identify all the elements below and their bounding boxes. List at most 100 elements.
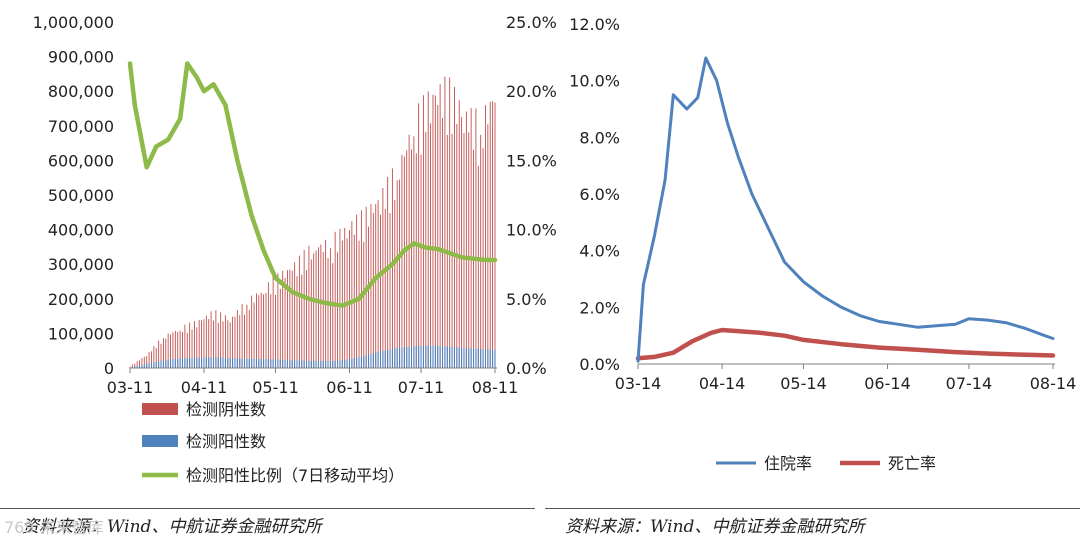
positive-bar (375, 352, 377, 368)
negative-bar (162, 338, 164, 368)
negative-bar (356, 214, 358, 368)
negative-bar (465, 111, 467, 368)
positive-bar (453, 347, 455, 368)
negative-bar (198, 320, 200, 368)
right-y-tick-label: 10.0% (506, 221, 557, 240)
positive-bar (410, 346, 413, 368)
positive-bar (372, 353, 374, 368)
positive-bar (310, 360, 312, 368)
right-y-tick-label: 15.0% (506, 151, 557, 170)
negative-bar (406, 150, 408, 368)
positive-bar (272, 359, 274, 368)
positive-bar (274, 359, 277, 368)
negative-bar (275, 294, 276, 368)
legend-swatch-positive (142, 435, 178, 447)
positive-bar (201, 357, 203, 368)
negative-bar (139, 360, 140, 368)
legend-label-negative: 检测阴性数 (186, 400, 266, 419)
negative-bar (222, 321, 224, 368)
positive-bar (339, 360, 341, 368)
negative-bar (141, 358, 143, 368)
x-tick-label: 03-14 (615, 374, 662, 393)
positive-bar (294, 360, 296, 368)
negative-bar (387, 176, 389, 368)
positive-bar (451, 346, 453, 368)
negative-bar (303, 249, 305, 368)
positive-bar (174, 358, 176, 368)
negative-bar (427, 91, 429, 368)
negative-bar (224, 315, 226, 368)
positive-bar (236, 358, 238, 368)
negative-bar (451, 133, 453, 368)
x-tick-label: 05-11 (252, 378, 299, 397)
legend-label-hospitalization: 住院率 (764, 454, 812, 473)
left-y-tick-label: 400,000 (48, 221, 114, 240)
legend-label-death: 死亡率 (888, 454, 936, 473)
positive-bar (394, 348, 396, 368)
positive-bar (422, 345, 424, 368)
negative-bar (375, 204, 377, 368)
positive-bar (253, 358, 255, 368)
legend-swatch-negative (142, 403, 178, 415)
positive-bar (208, 357, 210, 368)
negative-bar (160, 343, 162, 368)
negative-bar (284, 277, 286, 368)
negative-bar (136, 361, 138, 368)
negative-bar (165, 338, 167, 368)
negative-bar (320, 244, 322, 368)
positive-bar (327, 361, 329, 368)
positive-bar (215, 357, 217, 368)
positive-bar (399, 347, 401, 368)
negative-bar (186, 332, 188, 368)
negative-bar (485, 105, 486, 369)
negative-bar (174, 330, 176, 368)
positive-bar (267, 359, 269, 368)
x-tick-label: 04-14 (699, 374, 746, 393)
negative-bar (401, 154, 403, 368)
negative-bar (456, 124, 458, 368)
positive-bar (246, 358, 248, 368)
positive-bar (189, 357, 191, 368)
positive-bar (446, 346, 448, 368)
positive-bar (222, 357, 224, 368)
left-y-tick-label: 800,000 (48, 82, 114, 101)
positive-bar (301, 360, 303, 368)
positive-bar (210, 357, 212, 368)
positive-bar (348, 359, 351, 368)
negative-bar (322, 252, 324, 368)
negative-bar (227, 320, 229, 368)
negative-bar (177, 331, 179, 368)
positive-bar (334, 360, 336, 368)
positive-bar (384, 350, 386, 368)
x-tick-label: 08-14 (1030, 374, 1077, 393)
positive-bar (356, 357, 358, 368)
positive-bar (365, 355, 367, 368)
negative-bar (131, 364, 133, 368)
negative-bar (463, 132, 465, 368)
right-y-tick-label: 0.0% (506, 359, 547, 378)
negative-bar (244, 314, 245, 368)
left-y-tick-label: 700,000 (48, 117, 114, 136)
negative-bar (208, 319, 210, 368)
positive-bar (418, 346, 420, 368)
negative-bar (310, 259, 312, 368)
negative-bar (203, 319, 205, 368)
negative-bar (432, 94, 434, 368)
negative-bar (189, 322, 191, 368)
negative-bar (384, 208, 386, 368)
negative-bar (415, 153, 417, 368)
negative-bar (196, 327, 198, 368)
positive-bar (434, 345, 436, 368)
death-rate-line (635, 327, 1056, 361)
left-chart: 0 100,000 200,000 300,000 400,000 500,000 600,… (33, 13, 557, 485)
left-x-axis-ticks: 03-11 04-11 05-11 06-11 07-11 08-11 (107, 368, 519, 397)
negative-bar (167, 333, 169, 368)
negative-bar (282, 270, 284, 368)
positive-bar (220, 357, 222, 368)
negative-bar (422, 95, 424, 369)
x-tick-label: 08-11 (472, 378, 519, 397)
negative-bar (279, 288, 281, 368)
positive-bar (172, 359, 174, 368)
right-chart: 0.0% 2.0% 4.0% 6.0% 8.0% 10.0% 12.0% 03-14 04-1… (569, 15, 1076, 473)
positive-bar (143, 364, 145, 368)
